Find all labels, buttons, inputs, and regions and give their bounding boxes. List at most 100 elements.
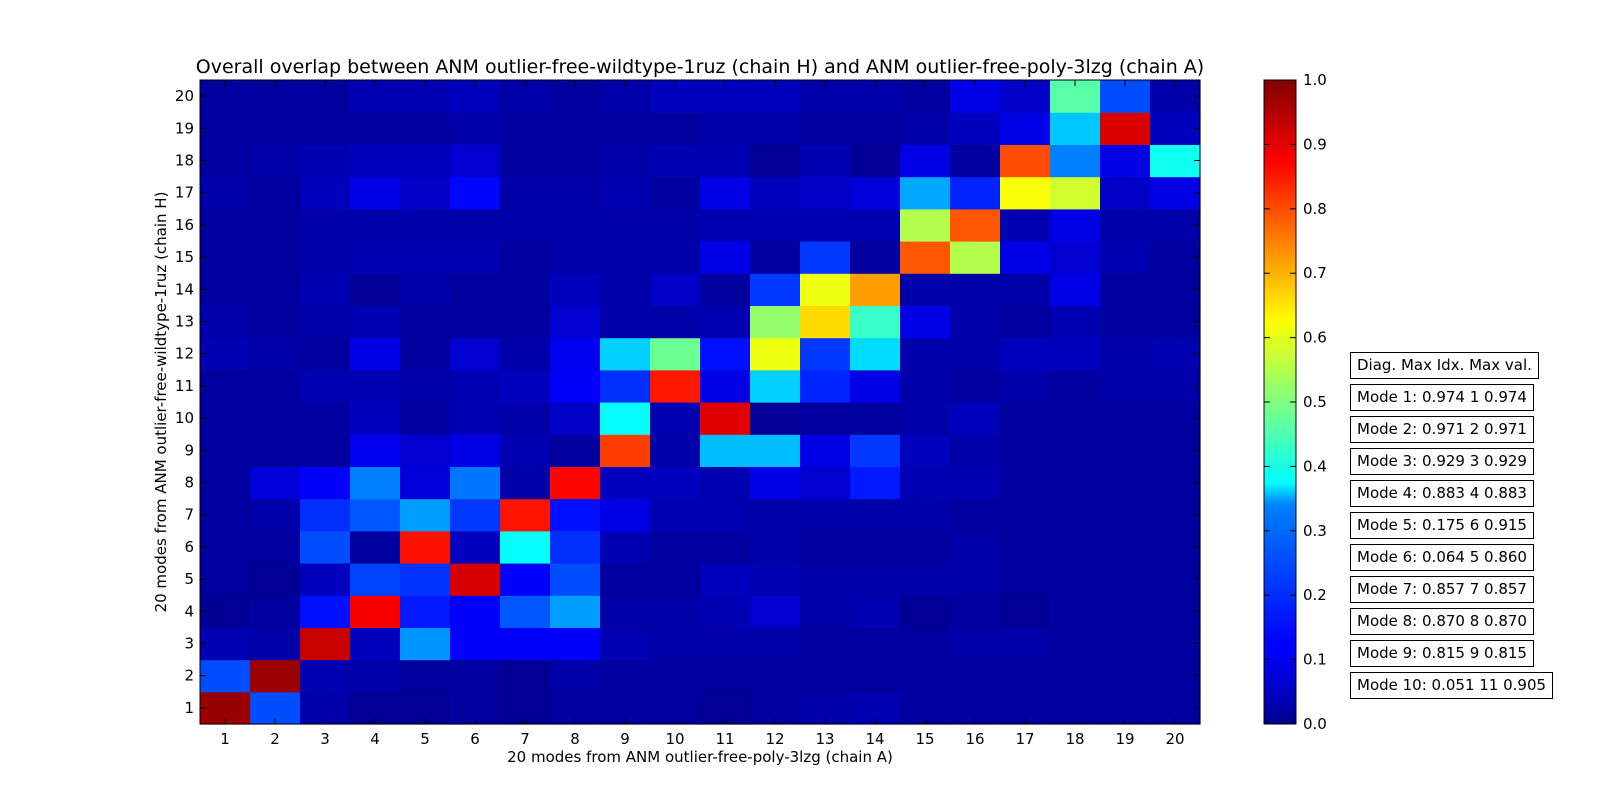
heatmap-cell (1100, 402, 1151, 435)
heatmap-cell (750, 402, 801, 435)
heatmap-cell (950, 241, 1001, 274)
heatmap-cell (800, 563, 851, 596)
heatmap-cell (250, 595, 301, 628)
heatmap-cell (250, 498, 301, 532)
heatmap-cell (300, 337, 351, 371)
heatmap-cell (250, 144, 301, 178)
heatmap-cell (850, 530, 901, 564)
heatmap-cell (1000, 434, 1051, 467)
heatmap-cell (400, 402, 451, 435)
heatmap-cell (650, 144, 701, 178)
heatmap-cell (550, 241, 601, 274)
heatmap-cell (1000, 659, 1051, 693)
heatmap-cell (1050, 659, 1101, 693)
heatmap-cell (400, 144, 451, 178)
heatmap-cell (400, 241, 451, 274)
heatmap-cell (500, 305, 551, 339)
heatmap-cell (650, 112, 701, 145)
heatmap-cell (600, 498, 651, 532)
heatmap-cell (500, 241, 551, 274)
heatmap-cell (700, 144, 751, 178)
y-tick-label: 14 (175, 280, 194, 298)
x-tick-label: 17 (1015, 730, 1034, 748)
heatmap-cell (650, 402, 701, 435)
heatmap-cell (800, 627, 851, 661)
heatmap-cell (250, 241, 301, 274)
legend-entry: Mode 4: 0.883 4 0.883 (1350, 480, 1534, 507)
heatmap-cell (1150, 176, 1201, 210)
x-tick-label: 19 (1115, 730, 1134, 748)
y-tick-label: 11 (175, 377, 194, 395)
heatmap-cell (350, 595, 401, 628)
heatmap-cell (950, 627, 1001, 661)
heatmap-cell (200, 273, 251, 306)
heatmap-cell (1100, 273, 1151, 306)
heatmap-cell (1150, 595, 1201, 628)
heatmap-cell (450, 434, 501, 467)
heatmap-cell (500, 595, 551, 628)
heatmap-cell (600, 176, 651, 210)
heatmap-cell (350, 402, 401, 435)
heatmap-cell (700, 208, 751, 242)
heatmap-cell (650, 208, 701, 242)
heatmap-cell (950, 112, 1001, 145)
heatmap-cell (1050, 466, 1101, 500)
heatmap-cell (1050, 595, 1101, 628)
heatmap-cell (500, 176, 551, 210)
y-tick-label: 18 (175, 152, 194, 170)
y-tick-label: 17 (175, 184, 194, 202)
heatmap-cell (1100, 305, 1151, 339)
heatmap-cell (750, 530, 801, 564)
heatmap-cell (450, 112, 501, 145)
y-tick-label: 3 (184, 635, 194, 653)
colorbar-tick-label: 0.7 (1303, 264, 1327, 282)
heatmap-cell (950, 305, 1001, 339)
heatmap-cell (800, 466, 851, 500)
heatmap-cell (450, 273, 501, 306)
heatmap-cell (1100, 144, 1151, 178)
heatmap-cell (350, 466, 401, 500)
heatmap-cell (650, 176, 701, 210)
heatmap-cell (700, 563, 751, 596)
x-axis-ticks: 1 2 3 4 5 6 7 8 9 10 11 12 13 14 15 16 17 18 19 20 (220, 80, 1185, 748)
heatmap-cell (800, 273, 851, 306)
heatmap-cell (750, 627, 801, 661)
x-tick-label: 18 (1065, 730, 1084, 748)
heatmap-cell (550, 434, 601, 467)
heatmap-cell (750, 595, 801, 628)
heatmap-cell (1100, 595, 1151, 628)
x-tick-label: 12 (765, 730, 784, 748)
heatmap-cell (600, 369, 651, 403)
heatmap-cell (750, 305, 801, 339)
heatmap-cell (800, 176, 851, 210)
heatmap-cell (850, 563, 901, 596)
heatmap-cell (300, 208, 351, 242)
heatmap-cell (800, 402, 851, 435)
x-tick-label: 16 (965, 730, 984, 748)
heatmap-cell (1000, 369, 1051, 403)
heatmap-cell (700, 659, 751, 693)
heatmap-cell (550, 627, 601, 661)
heatmap-cell (800, 498, 851, 532)
heatmap-cell (1050, 337, 1101, 371)
heatmap-cell (750, 144, 801, 178)
heatmap-cell (650, 659, 701, 693)
x-axis-label: 20 modes from ANM outlier-free-poly-3lzg… (507, 748, 893, 766)
heatmap-cell (1100, 498, 1151, 532)
heatmap-cell (900, 337, 951, 371)
heatmap-cell (900, 369, 951, 403)
heatmap-cell (450, 369, 501, 403)
heatmap-cell (600, 402, 651, 435)
heatmap-cell (1050, 176, 1101, 210)
heatmap-cell (1000, 530, 1051, 564)
heatmap-cell (1050, 208, 1101, 242)
heatmap-cell (900, 434, 951, 467)
heatmap-cell (750, 337, 801, 371)
heatmap-cell (1150, 466, 1201, 500)
heatmap-cell (500, 273, 551, 306)
heatmap-cell (500, 434, 551, 467)
heatmap-cells (200, 80, 1201, 725)
heatmap-cell (200, 176, 251, 210)
legend-entry: Mode 6: 0.064 5 0.860 (1350, 544, 1534, 571)
heatmap-cell (1100, 208, 1151, 242)
